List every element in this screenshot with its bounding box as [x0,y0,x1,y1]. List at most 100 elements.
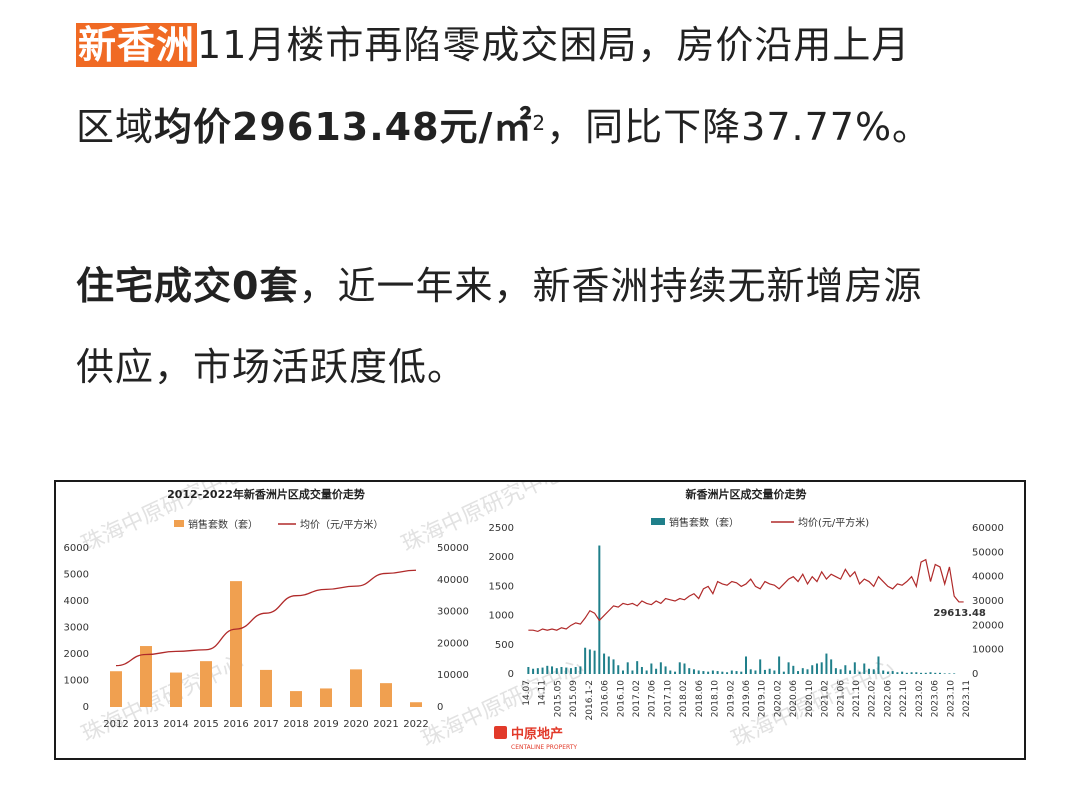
right-x-tick-label: 2015.05 [553,680,563,717]
right-volume-bar [806,669,809,674]
right-x-tick-label: 2017.10 [663,680,673,717]
right-volume-bar [830,659,833,674]
right-price-line [528,558,964,633]
right-volume-bar [735,671,738,674]
article-text: 区域 [76,105,155,149]
right-volume-bar [674,671,677,674]
right-volume-bar [825,653,828,674]
right-volume-bar [536,668,539,674]
right-y-tick-label: 20000 [437,638,469,649]
left-x-tick-label: 2014 [163,719,188,730]
right-volume-bar [759,659,762,674]
right-volume-bar [721,671,724,674]
right-x-tick-label: 2020.06 [789,680,799,717]
left-y-tick-label: 4000 [64,596,89,607]
right-x-tick-label: 2018.10 [711,680,721,717]
right-x-tick-label: 2021.02 [821,680,831,717]
left-y-tick-label: 2000 [64,649,89,660]
right-x-tick-label: 2017.02 [632,680,642,717]
right-volume-bar [607,656,610,674]
right-volume-bar [853,662,856,674]
right-x-tick-label: 14.07 [522,680,532,706]
right-y-tick-label: 0 [437,702,443,713]
right-volume-bar [702,671,705,674]
right-volume-bar [863,663,866,674]
right-volume-bar [617,665,620,674]
right-volume-bar [626,662,629,674]
chart-image-frame: 珠海中原研究中心 珠海中原研究中心 珠海中原研究中心 珠海中原研究中心 珠海中原研究中心… [54,480,1026,760]
legend-label: 均价（元/平方米） [300,518,383,531]
right-volume-bar [555,668,558,674]
right-volume-bar [664,666,667,674]
left-volume-bar [200,661,212,707]
left-x-tick-label: 2015 [193,719,218,730]
right-volume-bar [579,666,582,674]
right-volume-bar [707,671,710,674]
right-volume-bar [953,673,956,674]
right-volume-bar [868,668,871,674]
right-chart-left-y-tick: 0 [508,669,514,680]
right-volume-bar [797,671,800,674]
right-volume-bar [920,672,923,674]
right-volume-bar [901,671,904,674]
right-y-tick-label: 10000 [437,670,469,681]
right-chart-left-y-tick: 500 [495,640,514,651]
right-volume-bar [948,673,951,674]
right-volume-bar [943,673,946,674]
right-x-tick-label: 2017.06 [648,680,658,717]
right-volume-bar [584,647,587,674]
right-volume-bar [910,672,913,674]
left-volume-bar [350,669,362,707]
left-x-tick-label: 2016 [223,719,248,730]
right-volume-bar [650,663,653,674]
right-x-tick-label: 2018.06 [695,680,705,717]
right-volume-bar [934,672,937,674]
right-volume-bar [815,663,818,674]
article-paragraph-1: 新香洲11月楼市再陷零成交困局，房价沿用上月 [76,22,910,68]
right-volume-bar [598,545,601,674]
right-volume-bar [541,667,544,674]
right-chart-right-y-tick: 10000 [972,645,1004,656]
right-x-tick-label: 2020.10 [805,680,815,717]
right-chart-right-y-tick: 40000 [972,572,1004,583]
right-chart-left-y-tick: 1500 [489,581,514,592]
right-volume-bar [574,666,577,674]
watermark-text: 珠海中原研究中心 [398,482,568,557]
right-volume-bar [801,668,804,674]
right-volume-bar [820,662,823,674]
left-volume-bar [140,646,152,707]
right-volume-bar [745,656,747,674]
right-x-tick-label: 2021.06 [836,680,846,717]
right-volume-bar [692,669,695,674]
left-volume-bar [380,683,392,707]
right-volume-bar [678,662,681,674]
right-x-tick-label: 2016.10 [616,680,626,717]
left-volume-bar [230,581,242,707]
right-chart-right-y-tick: 0 [972,669,978,680]
average-price-bold: 均价29613.48元/㎡ [154,105,533,149]
right-chart-right-y-tick: 60000 [972,523,1004,534]
right-volume-bar [655,668,658,674]
right-x-tick-label: 2018.02 [679,680,689,717]
article-paragraph-2: 区域均价29613.48元/㎡2，同比下降37.77%。 [76,104,931,150]
left-volume-bar [320,688,332,707]
left-volume-bar [260,669,272,707]
right-volume-bar [711,670,714,674]
right-volume-bar [891,671,894,674]
right-volume-bar [688,668,691,674]
left-x-tick-label: 2017 [253,719,278,730]
left-volume-bar [170,672,182,707]
right-volume-bar [773,670,776,674]
legend-label: 销售套数（套） [669,516,739,529]
legend-bar-swatch [651,518,665,525]
left-y-tick-label: 3000 [64,623,89,634]
left-volume-bar [410,702,422,707]
right-volume-bar [782,671,785,674]
left-x-tick-label: 2018 [283,719,308,730]
right-x-tick-label: 2022.10 [899,680,909,717]
left-x-tick-label: 2012 [103,719,128,730]
superscript-2: 2 [532,111,547,135]
right-volume-bar [882,670,885,674]
left-x-tick-label: 2022 [403,719,428,730]
